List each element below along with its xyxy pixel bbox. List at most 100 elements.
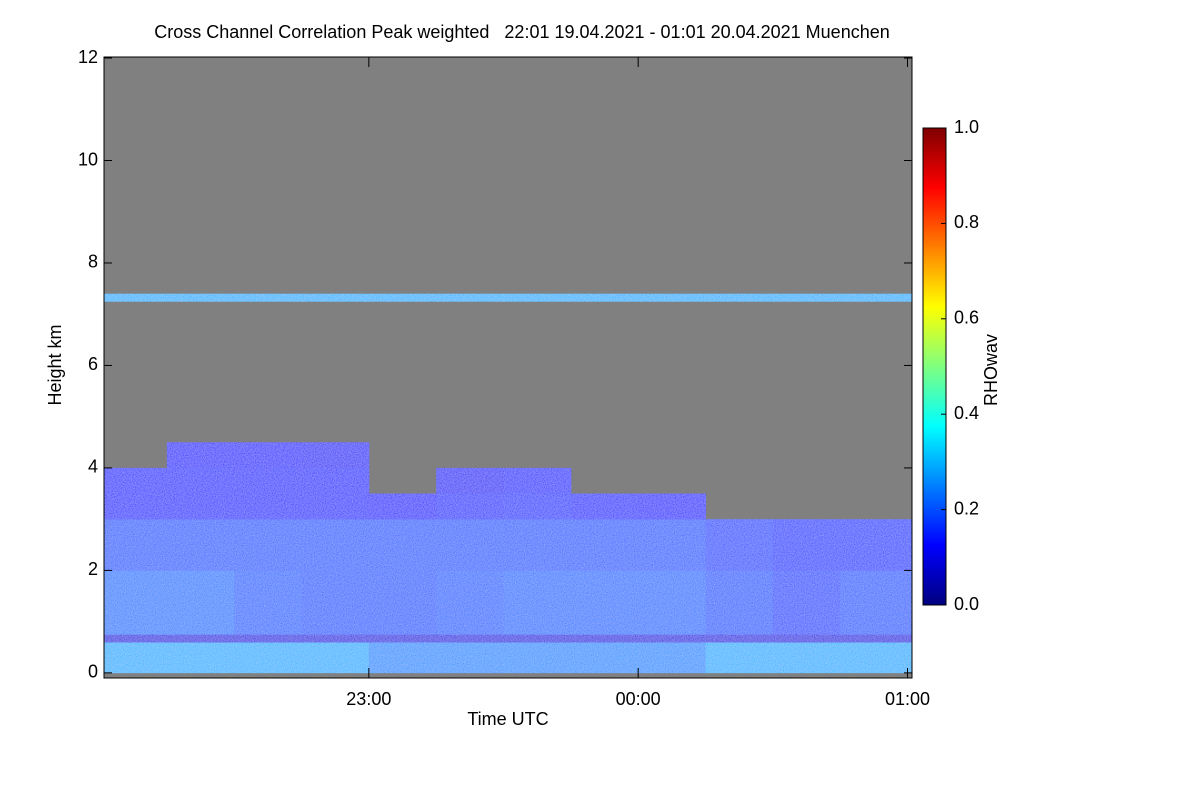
heatmap-cell [840,642,913,674]
colorbar-tick-label: 0.6 [954,308,979,328]
heatmap-cell [104,493,168,520]
heatmap-cell [166,570,235,635]
heatmap-cell [234,493,303,520]
heatmap-cell [301,570,370,635]
heatmap-cell [234,293,303,302]
y-tick-label: 0 [88,662,98,682]
colorbar-tick-label: 1.0 [954,117,979,137]
heatmap-cell [705,642,774,674]
heatmap-cell [705,570,774,635]
chart-title: Cross Channel Correlation Peak weighted … [154,22,890,42]
colorbar-tick-label: 0.2 [954,498,979,518]
colorbar [922,127,947,606]
heatmap-cell [368,634,437,643]
heatmap-cell [503,634,572,643]
y-tick-label: 6 [88,354,98,374]
colorbar-tick-label: 0.8 [954,212,979,232]
heatmap-cell [301,293,370,302]
heatmap-cell [301,493,370,520]
heatmap-cell [503,519,572,571]
colorbar-tick-label: 0.4 [954,403,979,423]
x-tick-label: 23:00 [346,689,391,709]
heatmap-cell [301,519,370,571]
heatmap-cell [234,570,303,635]
heatmap-cell [772,642,841,674]
heatmap-cell [166,293,235,302]
heatmap-cell [705,519,774,571]
heatmap-cell [368,293,437,302]
heatmap-cell [104,293,168,302]
heatmap-cell [234,642,303,674]
heatmap-cell [503,642,572,674]
heatmap-cell [840,519,913,571]
heatmap-cell [570,634,639,643]
heatmap-cell [638,493,707,520]
heatmap-cell [570,570,639,635]
heatmap-cell [436,467,505,494]
y-tick-label: 8 [88,252,98,272]
heatmap-cell [638,634,707,643]
heatmap-cell [503,570,572,635]
heatmap-cell [104,634,168,643]
heatmap-cell [436,642,505,674]
heatmap-cell [638,570,707,635]
heatmap-cell [234,467,303,494]
y-tick-label: 4 [88,457,98,477]
heatmap-cell [705,634,774,643]
y-tick-label: 10 [78,149,98,169]
heatmap-cell [166,634,235,643]
heatmap-cell [166,642,235,674]
heatmap-cell [368,493,437,520]
heatmap-cell [301,634,370,643]
heatmap-cell [705,293,774,302]
heatmap-cell [104,467,168,494]
heatmap-cell [840,293,913,302]
heatmap-cell [772,634,841,643]
heatmap-cell [570,519,639,571]
heatmap-cell [772,293,841,302]
heatmap-cell [840,634,913,643]
colorbar-tick-label: 0.0 [954,594,979,614]
heatmap-cell [301,442,370,469]
heatmap-cell [368,570,437,635]
y-axis-label: Height km [45,324,65,405]
plot-frame [103,56,913,679]
heatmap-cell [368,642,437,674]
heatmap-cell [570,642,639,674]
heatmap-cell [436,493,505,520]
x-tick-label: 00:00 [616,689,661,709]
colorbar-label: RHOwav [981,334,1001,406]
heatmap-cell [166,442,235,469]
heatmap-cell [503,467,572,494]
heatmap-cell [368,519,437,571]
heatmap-cell [104,570,168,635]
heatmap-cell [436,519,505,571]
heatmap-cell [166,467,235,494]
heatmap-cells [104,293,913,674]
heatmap-cell [104,642,168,674]
heatmap-cell [503,493,572,520]
heatmap-cell [436,293,505,302]
heatmap-cell [104,519,168,571]
heatmap-cell [638,642,707,674]
x-tick-label: 01:00 [885,689,930,709]
heatmap-cell [840,570,913,635]
heatmap-cell [436,634,505,643]
heatmap-cell [436,570,505,635]
heatmap-cell [234,519,303,571]
y-tick-label: 2 [88,559,98,579]
heatmap-cell [166,519,235,571]
y-tick-label: 12 [78,47,98,67]
heatmap-cell [234,634,303,643]
x-axis-label: Time UTC [467,709,548,729]
heatmap-cell [570,493,639,520]
heatmap-cell [772,570,841,635]
heatmap-cell [503,293,572,302]
heatmap-cell [234,442,303,469]
heatmap-cell [638,293,707,302]
heatmap-cell [301,467,370,494]
heatmap-cell [570,293,639,302]
heatmap-cell [166,493,235,520]
heatmap-cell [638,519,707,571]
